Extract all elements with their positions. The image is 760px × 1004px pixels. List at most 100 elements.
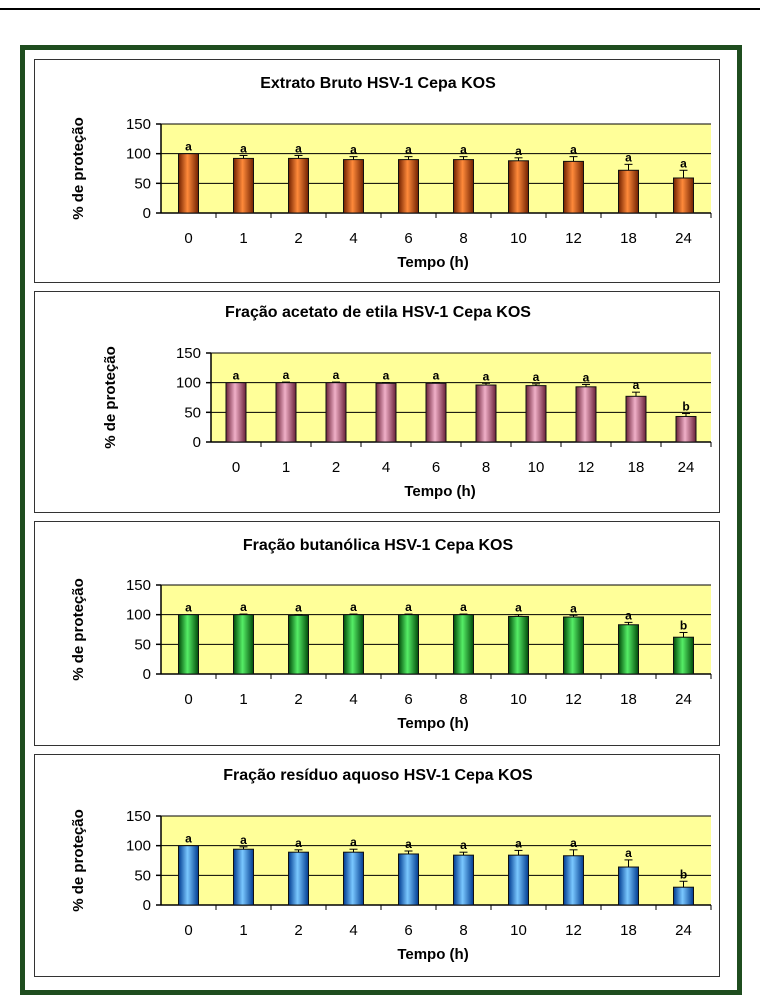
significance-label: a	[583, 370, 590, 384]
significance-label: a	[350, 835, 357, 849]
significance-label: a	[625, 608, 632, 622]
x-tick-label: 24	[675, 922, 692, 939]
x-tick-label: 12	[565, 691, 582, 708]
significance-label: a	[405, 143, 412, 157]
significance-label: a	[350, 600, 357, 614]
y-tick-label: 50	[134, 636, 151, 653]
x-tick-label: 1	[239, 230, 247, 247]
bar	[508, 854, 529, 906]
bar	[525, 385, 547, 443]
bar	[453, 159, 474, 214]
bar	[508, 615, 529, 675]
x-tick-label: 6	[404, 230, 412, 247]
y-tick-label: 150	[126, 577, 151, 594]
significance-label: a	[460, 143, 467, 157]
chart-title: Fração resíduo aquoso HSV-1 Cepa KOS	[223, 767, 533, 784]
bar	[618, 624, 639, 675]
significance-label: a	[570, 601, 577, 615]
x-tick-label: 4	[349, 922, 357, 939]
x-tick-label: 10	[510, 922, 527, 939]
x-tick-label: 0	[184, 922, 192, 939]
significance-label: a	[515, 144, 522, 158]
significance-label: a	[433, 369, 440, 383]
bar	[625, 395, 647, 443]
bar	[453, 614, 474, 675]
bar	[673, 636, 694, 675]
y-tick-label: 150	[126, 116, 151, 133]
y-tick-label: 0	[143, 205, 151, 222]
bar	[343, 614, 364, 675]
bar	[325, 382, 347, 443]
significance-label: a	[233, 369, 240, 383]
bar	[343, 159, 364, 214]
x-tick-label: 2	[294, 691, 302, 708]
y-tick-label: 150	[176, 345, 201, 362]
significance-label: a	[570, 143, 577, 157]
significance-label: a	[625, 150, 632, 164]
x-tick-label: 24	[678, 459, 695, 476]
bar	[233, 848, 254, 906]
significance-label: a	[295, 601, 302, 615]
bar	[178, 614, 199, 675]
y-tick-label: 0	[143, 897, 151, 914]
significance-label: a	[405, 837, 412, 851]
significance-label: a	[625, 846, 632, 860]
x-tick-label: 12	[565, 230, 582, 247]
chart-title: Extrato Bruto HSV-1 Cepa KOS	[260, 75, 496, 92]
y-tick-label: 100	[126, 607, 151, 624]
bar	[673, 177, 694, 214]
x-axis-label: Tempo (h)	[397, 715, 468, 732]
bar	[425, 382, 447, 443]
x-tick-label: 8	[459, 922, 467, 939]
x-tick-label: 0	[184, 691, 192, 708]
x-tick-label: 6	[404, 691, 412, 708]
x-tick-label: 24	[675, 691, 692, 708]
chart-panel-butanolica: Fração butanólica HSV-1 Cepa KOS 0 50 100 15…	[34, 521, 720, 746]
x-tick-label: 18	[620, 922, 637, 939]
x-axis-label: Tempo (h)	[397, 946, 468, 963]
significance-label: a	[185, 832, 192, 846]
significance-label: a	[295, 141, 302, 155]
bar	[178, 153, 199, 214]
chart-panel-extrato-bruto: Extrato Bruto HSV-1 Cepa KOS 0 50 100 150 a 0 a…	[34, 59, 720, 283]
bar	[225, 382, 247, 443]
bar	[275, 382, 297, 443]
x-tick-label: 18	[628, 459, 645, 476]
figure-frame: Extrato Bruto HSV-1 Cepa KOS 0 50 100 150 a 0 a…	[20, 45, 742, 995]
x-tick-label: 12	[578, 459, 595, 476]
x-tick-label: 2	[294, 922, 302, 939]
bar	[343, 851, 364, 906]
x-tick-label: 10	[510, 691, 527, 708]
bar	[398, 853, 419, 906]
bar	[398, 614, 419, 675]
significance-label: a	[185, 140, 192, 154]
y-tick-label: 50	[134, 175, 151, 192]
x-tick-label: 2	[332, 459, 340, 476]
chart-extrato-bruto: Extrato Bruto HSV-1 Cepa KOS 0 50 100 150 a 0 a…	[70, 75, 712, 271]
x-tick-label: 0	[232, 459, 240, 476]
significance-label: a	[185, 601, 192, 615]
x-tick-label: 2	[294, 230, 302, 247]
significance-label: a	[295, 836, 302, 850]
bar	[618, 866, 639, 906]
y-tick-label: 100	[176, 375, 201, 392]
significance-label: a	[283, 368, 290, 382]
x-tick-label: 10	[528, 459, 545, 476]
bar	[288, 851, 309, 906]
x-tick-label: 18	[620, 230, 637, 247]
chart-panel-residuo-aquoso: Fração resíduo aquoso HSV-1 Cepa KOS 0 50 1…	[34, 754, 720, 977]
bar	[618, 169, 639, 214]
bar	[575, 386, 597, 443]
y-axis-label: % de proteção	[70, 117, 87, 220]
bar	[675, 415, 697, 443]
y-tick-label: 50	[134, 867, 151, 884]
significance-label: a	[350, 143, 357, 157]
bar	[508, 160, 529, 214]
x-tick-label: 6	[404, 922, 412, 939]
bar	[233, 614, 254, 675]
significance-label: a	[515, 601, 522, 615]
chart-acetato-de-etila: Fração acetato de etila HSV-1 Cepa KOS 0 5…	[102, 304, 712, 500]
x-tick-label: 8	[459, 691, 467, 708]
bar	[453, 854, 474, 906]
significance-label: a	[240, 141, 247, 155]
